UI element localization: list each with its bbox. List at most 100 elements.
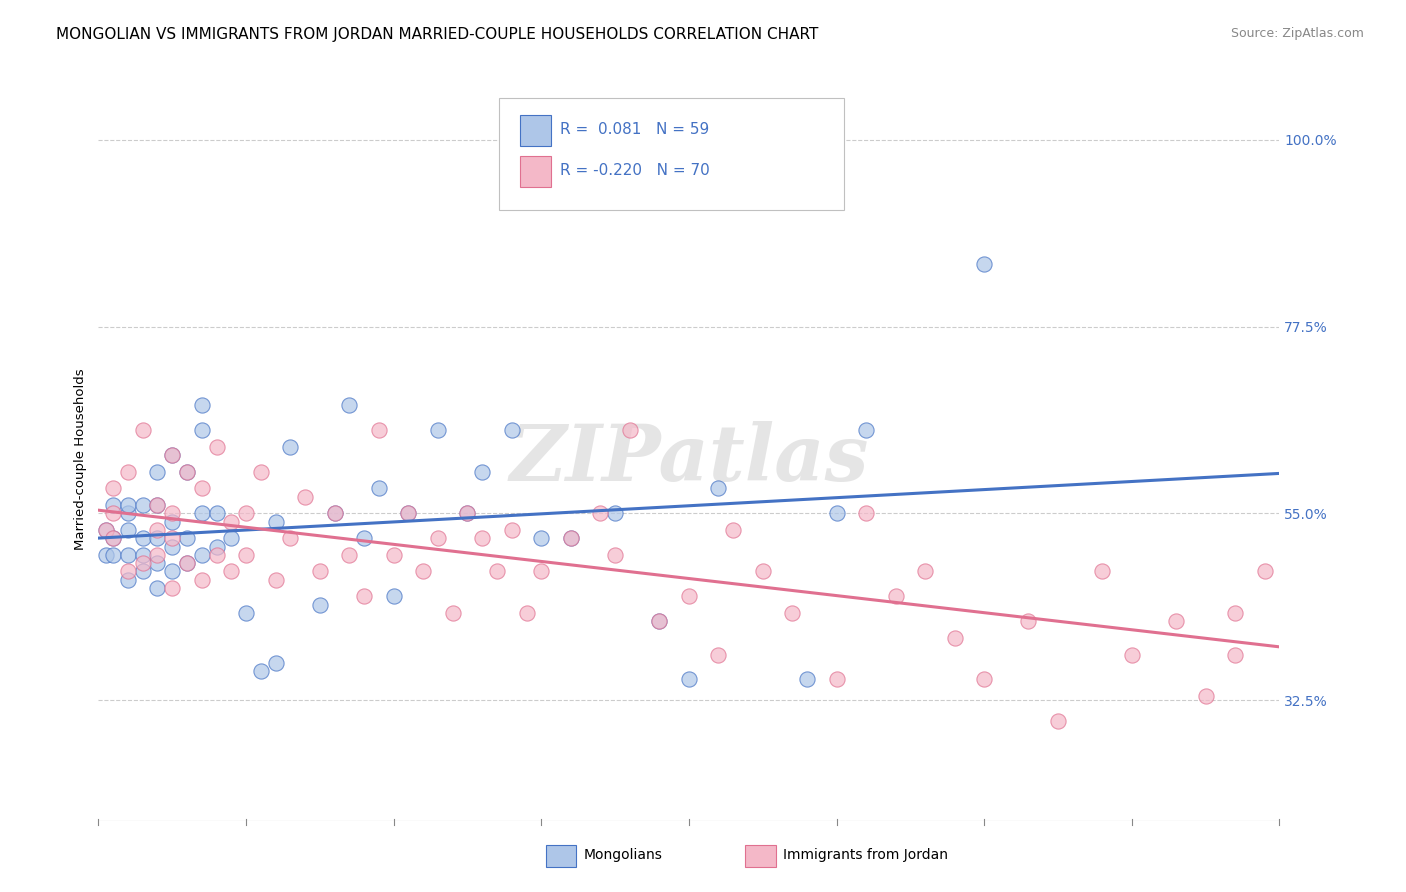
- Point: [191, 573, 214, 587]
- Point: [162, 515, 183, 529]
- Point: [353, 590, 375, 604]
- Point: [1166, 615, 1188, 629]
- Point: [221, 515, 243, 529]
- Point: [723, 523, 745, 537]
- Point: [309, 598, 332, 612]
- Point: [973, 257, 995, 271]
- Point: [162, 448, 183, 462]
- Point: [382, 548, 405, 562]
- Point: [589, 507, 612, 521]
- Point: [264, 573, 287, 587]
- Point: [501, 523, 523, 537]
- Point: [146, 523, 169, 537]
- Point: [914, 565, 936, 579]
- Text: MONGOLIAN VS IMMIGRANTS FROM JORDAN MARRIED-COUPLE HOUSEHOLDS CORRELATION CHART: MONGOLIAN VS IMMIGRANTS FROM JORDAN MARR…: [56, 27, 818, 42]
- Point: [678, 590, 700, 604]
- Text: Source: ZipAtlas.com: Source: ZipAtlas.com: [1230, 27, 1364, 40]
- Point: [146, 548, 169, 562]
- Point: [146, 531, 169, 545]
- Point: [235, 548, 257, 562]
- Point: [117, 498, 139, 512]
- Point: [191, 398, 214, 412]
- Point: [162, 507, 183, 521]
- Point: [103, 531, 125, 545]
- Point: [117, 507, 139, 521]
- Point: [530, 565, 553, 579]
- Point: [516, 606, 538, 620]
- Point: [176, 556, 198, 570]
- Point: [368, 423, 391, 437]
- Point: [191, 423, 214, 437]
- Point: [205, 540, 228, 554]
- Point: [162, 565, 183, 579]
- Y-axis label: Married-couple Households: Married-couple Households: [75, 368, 87, 550]
- Point: [398, 507, 420, 521]
- Point: [648, 615, 671, 629]
- Point: [146, 556, 169, 570]
- Point: [146, 465, 169, 479]
- Point: [221, 565, 243, 579]
- Point: [146, 498, 169, 512]
- Point: [117, 548, 139, 562]
- Point: [796, 673, 818, 687]
- Point: [162, 540, 183, 554]
- Point: [176, 531, 198, 545]
- Point: [235, 606, 257, 620]
- Point: [235, 507, 257, 521]
- Point: [560, 531, 582, 545]
- Point: [162, 448, 183, 462]
- Point: [205, 507, 228, 521]
- Point: [146, 498, 169, 512]
- Point: [530, 531, 553, 545]
- Point: [884, 590, 907, 604]
- Point: [619, 423, 641, 437]
- Point: [250, 465, 273, 479]
- Point: [825, 673, 848, 687]
- Point: [205, 440, 228, 454]
- Point: [605, 507, 627, 521]
- Point: [1225, 648, 1247, 662]
- Point: [973, 673, 995, 687]
- Point: [605, 548, 627, 562]
- Point: [382, 590, 405, 604]
- Point: [103, 482, 125, 496]
- Point: [678, 673, 700, 687]
- Point: [1195, 689, 1218, 703]
- Point: [471, 531, 494, 545]
- Point: [117, 573, 139, 587]
- Point: [412, 565, 434, 579]
- Point: [323, 507, 346, 521]
- Text: R = -0.220   N = 70: R = -0.220 N = 70: [560, 163, 710, 178]
- Point: [1091, 565, 1114, 579]
- Point: [162, 581, 183, 595]
- Point: [457, 507, 479, 521]
- Point: [191, 482, 214, 496]
- Point: [103, 498, 125, 512]
- Point: [323, 507, 346, 521]
- Point: [280, 531, 302, 545]
- Text: ZIPatlas: ZIPatlas: [509, 421, 869, 498]
- Point: [309, 565, 332, 579]
- Point: [486, 565, 509, 579]
- Point: [132, 548, 155, 562]
- Point: [441, 606, 464, 620]
- Point: [103, 548, 125, 562]
- Point: [132, 498, 155, 512]
- Point: [221, 531, 243, 545]
- Point: [707, 648, 730, 662]
- Point: [339, 398, 361, 412]
- Point: [825, 507, 848, 521]
- Point: [855, 507, 877, 521]
- Point: [176, 556, 198, 570]
- Point: [782, 606, 804, 620]
- Point: [132, 556, 155, 570]
- Point: [280, 440, 302, 454]
- Point: [264, 515, 287, 529]
- Point: [146, 581, 169, 595]
- Point: [132, 565, 155, 579]
- Point: [1121, 648, 1143, 662]
- Text: Immigrants from Jordan: Immigrants from Jordan: [783, 848, 948, 863]
- Text: R =  0.081   N = 59: R = 0.081 N = 59: [560, 122, 709, 137]
- Point: [1225, 606, 1247, 620]
- Point: [191, 548, 214, 562]
